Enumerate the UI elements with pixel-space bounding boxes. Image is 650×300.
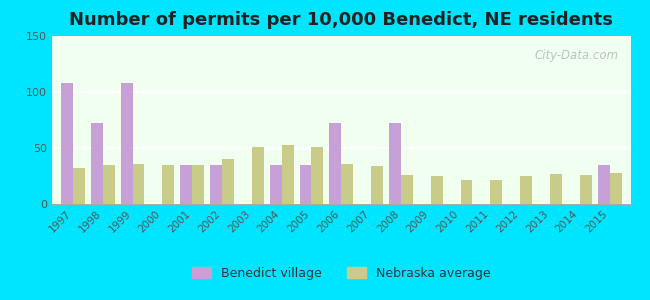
Bar [180, 165, 192, 204]
Bar [371, 166, 383, 204]
Bar [401, 175, 413, 204]
Bar [281, 145, 294, 204]
Bar [550, 174, 562, 204]
Bar [73, 168, 84, 204]
Bar [222, 159, 234, 204]
Bar [330, 123, 341, 204]
Bar [580, 175, 592, 204]
Bar [341, 164, 353, 204]
Text: City-Data.com: City-Data.com [535, 50, 619, 62]
Bar [121, 83, 133, 204]
Bar [431, 176, 443, 204]
Bar [91, 123, 103, 204]
Bar [133, 164, 144, 204]
Bar [389, 123, 401, 204]
Bar [252, 147, 264, 204]
Bar [490, 181, 502, 204]
Bar [210, 165, 222, 204]
Bar [598, 165, 610, 204]
Bar [520, 176, 532, 204]
Bar [61, 83, 73, 204]
Title: Number of permits per 10,000 Benedict, NE residents: Number of permits per 10,000 Benedict, N… [70, 11, 613, 29]
Bar [300, 165, 311, 204]
Bar [192, 165, 204, 204]
Legend: Benedict village, Nebraska average: Benedict village, Nebraska average [187, 262, 495, 285]
Bar [461, 181, 473, 204]
Bar [270, 165, 281, 204]
Bar [103, 165, 114, 204]
Bar [311, 147, 323, 204]
Bar [162, 165, 174, 204]
Bar [610, 172, 621, 204]
